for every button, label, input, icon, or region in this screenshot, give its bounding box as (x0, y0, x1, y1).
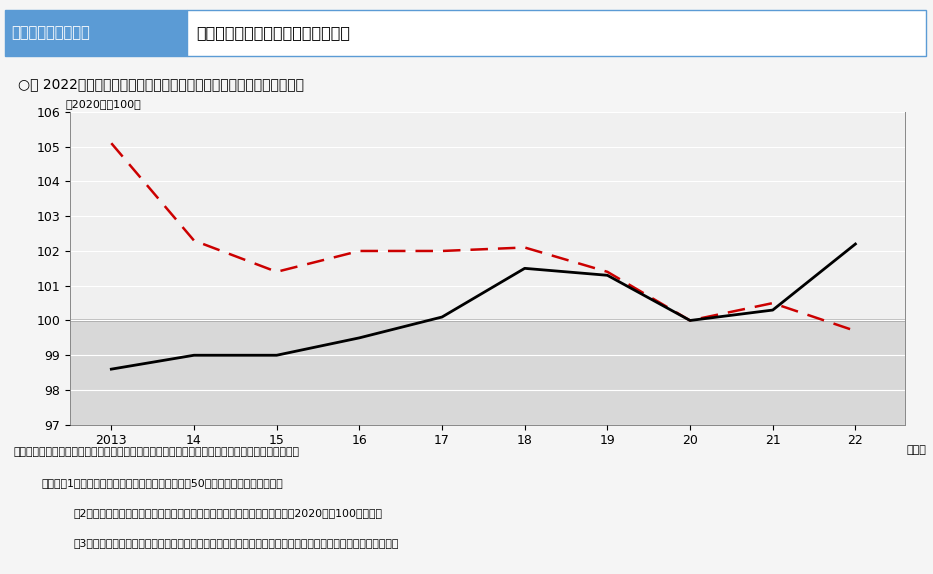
Text: 名目賃金指数: 名目賃金指数 (0, 573, 1, 574)
Text: 実質賃金指数: 実質賃金指数 (0, 573, 1, 574)
Bar (5, 10, 187, 56)
Text: 資料出所　厚生労働省「毎月勤労統計調査」をもとに厚生労働省政策統括官付政策統括室にて作成: 資料出所 厚生労働省「毎月勤労統計調査」をもとに厚生労働省政策統括官付政策統括室… (14, 447, 299, 457)
Text: 2）名目賃金指数は、就業形態計の現金給与総額に対応した指数である。2020年を100とする。: 2）名目賃金指数は、就業形態計の現金給与総額に対応した指数である。2020年を1… (74, 508, 383, 518)
Text: 名目賃金指数と実質賃金指数の推移: 名目賃金指数と実質賃金指数の推移 (196, 25, 350, 41)
Text: （2020年＝100）: （2020年＝100） (66, 99, 142, 109)
Text: 3）実質賃金指数は、名目賃金指数を消費者物価指数（持家の帰属家賃を除く総合）で除して算出している。: 3）実質賃金指数は、名目賃金指数を消費者物価指数（持家の帰属家賃を除く総合）で除… (74, 538, 398, 548)
Text: （注）　1）調査産業計、就業形態計、事業所規模50人以上の値を示している。: （注） 1）調査産業計、就業形態計、事業所規模50人以上の値を示している。 (41, 478, 283, 487)
Bar (187, 10, 926, 56)
Text: （年）: （年） (907, 445, 926, 455)
Text: ○　 2022年は物価の上昇を反映し、実質賃金が名目賃金を下回った。: ○ 2022年は物価の上昇を反映し、実質賃金が名目賃金を下回った。 (19, 77, 304, 91)
Bar (70, 320, 905, 425)
Text: 第１－（３）－９図: 第１－（３）－９図 (11, 25, 90, 41)
